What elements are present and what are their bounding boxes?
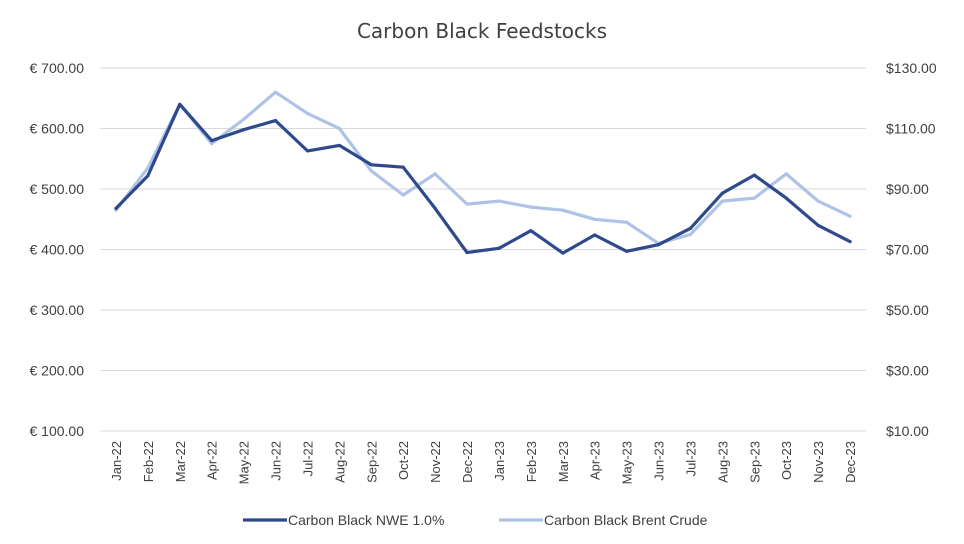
data-point-brent bbox=[721, 200, 724, 203]
right-tick-label: $30.00 bbox=[886, 363, 929, 379]
x-tick-label: Jun-23 bbox=[652, 441, 667, 481]
data-point-nwe bbox=[848, 240, 851, 243]
x-tick-label: May-22 bbox=[237, 441, 252, 484]
data-point-nwe bbox=[370, 163, 373, 166]
data-point-nwe bbox=[402, 166, 405, 169]
data-point-brent bbox=[146, 166, 149, 169]
x-tick-label: Mar-22 bbox=[173, 441, 188, 482]
data-point-nwe bbox=[561, 252, 564, 255]
data-point-nwe bbox=[593, 233, 596, 236]
data-point-brent bbox=[402, 193, 405, 196]
chart: Carbon Black Feedstocks € 100.00 € 200.00… bbox=[0, 0, 964, 544]
legend-label: Carbon Black Brent Crude bbox=[544, 512, 708, 528]
right-tick-label: $110.00 bbox=[886, 121, 936, 137]
x-tick-label: Mar-23 bbox=[556, 441, 571, 482]
x-tick-label: Feb-23 bbox=[524, 441, 539, 482]
x-tick-label: Nov-23 bbox=[811, 441, 826, 483]
x-tick-label: Feb-22 bbox=[141, 441, 156, 482]
data-point-nwe bbox=[242, 128, 245, 131]
data-point-brent bbox=[753, 196, 756, 199]
x-tick-label: Jul-22 bbox=[300, 441, 315, 476]
data-point-nwe bbox=[817, 224, 820, 227]
data-point-brent bbox=[434, 172, 437, 175]
data-point-nwe bbox=[753, 173, 756, 176]
data-point-brent bbox=[370, 169, 373, 172]
data-point-nwe bbox=[657, 243, 660, 246]
data-point-brent bbox=[274, 91, 277, 94]
data-point-brent bbox=[561, 209, 564, 212]
right-tick-label: $70.00 bbox=[886, 242, 929, 258]
right-tick-label: $90.00 bbox=[886, 181, 929, 197]
right-axis-ticks: $10.00 $30.00 $50.00 $70.00 $90.00 $110.00 $13… bbox=[886, 60, 937, 439]
legend-item-brent: Carbon Black Brent Crude bbox=[499, 512, 708, 528]
data-point-brent bbox=[785, 172, 788, 175]
data-point-brent bbox=[306, 112, 309, 115]
x-tick-label: Jun-22 bbox=[269, 441, 284, 481]
x-tick-label: Oct-23 bbox=[779, 441, 794, 480]
data-point-brent bbox=[593, 218, 596, 221]
x-tick-label: Jan-23 bbox=[492, 441, 507, 481]
left-axis-ticks: € 100.00 € 200.00 € 300.00 € 400.00 € 500.00… bbox=[30, 60, 85, 439]
data-point-nwe bbox=[721, 192, 724, 195]
data-point-nwe bbox=[529, 229, 532, 232]
right-tick-label: $130.00 bbox=[886, 60, 937, 76]
x-tick-label: Sep-22 bbox=[364, 441, 379, 483]
left-tick-label: € 500.00 bbox=[30, 181, 85, 197]
data-point-nwe bbox=[178, 103, 181, 106]
x-tick-label: Aug-22 bbox=[332, 441, 347, 483]
data-point-nwe bbox=[785, 196, 788, 199]
data-point-brent bbox=[689, 233, 692, 236]
data-point-brent bbox=[210, 142, 213, 145]
data-point-nwe bbox=[625, 250, 628, 253]
legend-item-nwe: Carbon Black NWE 1.0% bbox=[243, 512, 444, 528]
chart-title: Carbon Black Feedstocks bbox=[357, 19, 607, 43]
data-point-nwe bbox=[210, 139, 213, 142]
data-point-brent bbox=[465, 203, 468, 206]
left-tick-label: € 600.00 bbox=[30, 121, 85, 137]
data-point-nwe bbox=[465, 251, 468, 254]
data-point-brent bbox=[625, 221, 628, 224]
x-tick-label: Oct-22 bbox=[396, 441, 411, 480]
x-tick-label: Sep-23 bbox=[747, 441, 762, 483]
x-tick-label: Nov-22 bbox=[428, 441, 443, 483]
left-tick-label: € 700.00 bbox=[30, 60, 85, 76]
data-point-nwe bbox=[114, 207, 117, 210]
data-point-brent bbox=[529, 206, 532, 209]
x-tick-label: Aug-23 bbox=[715, 441, 730, 483]
x-tick-label: Apr-23 bbox=[588, 441, 603, 480]
series-line-brent bbox=[116, 92, 850, 243]
x-tick-label: Dec-22 bbox=[460, 441, 475, 483]
data-point-nwe bbox=[338, 144, 341, 147]
chart-svg: Carbon Black Feedstocks € 100.00 € 200.00… bbox=[0, 0, 964, 544]
x-tick-label: Jan-22 bbox=[109, 441, 124, 481]
data-point-brent bbox=[817, 200, 820, 203]
data-point-nwe bbox=[497, 247, 500, 250]
legend-label: Carbon Black NWE 1.0% bbox=[288, 512, 444, 528]
left-tick-label: € 100.00 bbox=[30, 423, 85, 439]
data-point-nwe bbox=[274, 119, 277, 122]
x-tick-label: Jul-23 bbox=[683, 441, 698, 476]
left-tick-label: € 200.00 bbox=[30, 363, 85, 379]
data-point-brent bbox=[338, 127, 341, 130]
data-point-nwe bbox=[689, 227, 692, 230]
data-point-nwe bbox=[434, 207, 437, 210]
data-point-nwe bbox=[306, 149, 309, 152]
data-point-nwe bbox=[146, 174, 149, 177]
series-line-nwe bbox=[116, 104, 850, 253]
data-point-brent bbox=[848, 215, 851, 218]
x-axis-ticks: Jan-22 Feb-22 Mar-22 Apr-22 May-22 Jun-22 Jul-… bbox=[109, 441, 858, 484]
x-tick-label: Apr-22 bbox=[205, 441, 220, 480]
data-point-brent bbox=[497, 200, 500, 203]
data-point-brent bbox=[242, 118, 245, 121]
right-tick-label: $50.00 bbox=[886, 302, 929, 318]
x-tick-label: Dec-23 bbox=[843, 441, 858, 483]
legend: Carbon Black NWE 1.0% Carbon Black Brent … bbox=[243, 512, 708, 528]
right-tick-label: $10.00 bbox=[886, 423, 929, 439]
left-tick-label: € 300.00 bbox=[30, 302, 85, 318]
x-tick-label: May-23 bbox=[620, 441, 635, 484]
series-lines bbox=[114, 91, 851, 255]
left-tick-label: € 400.00 bbox=[30, 242, 85, 258]
